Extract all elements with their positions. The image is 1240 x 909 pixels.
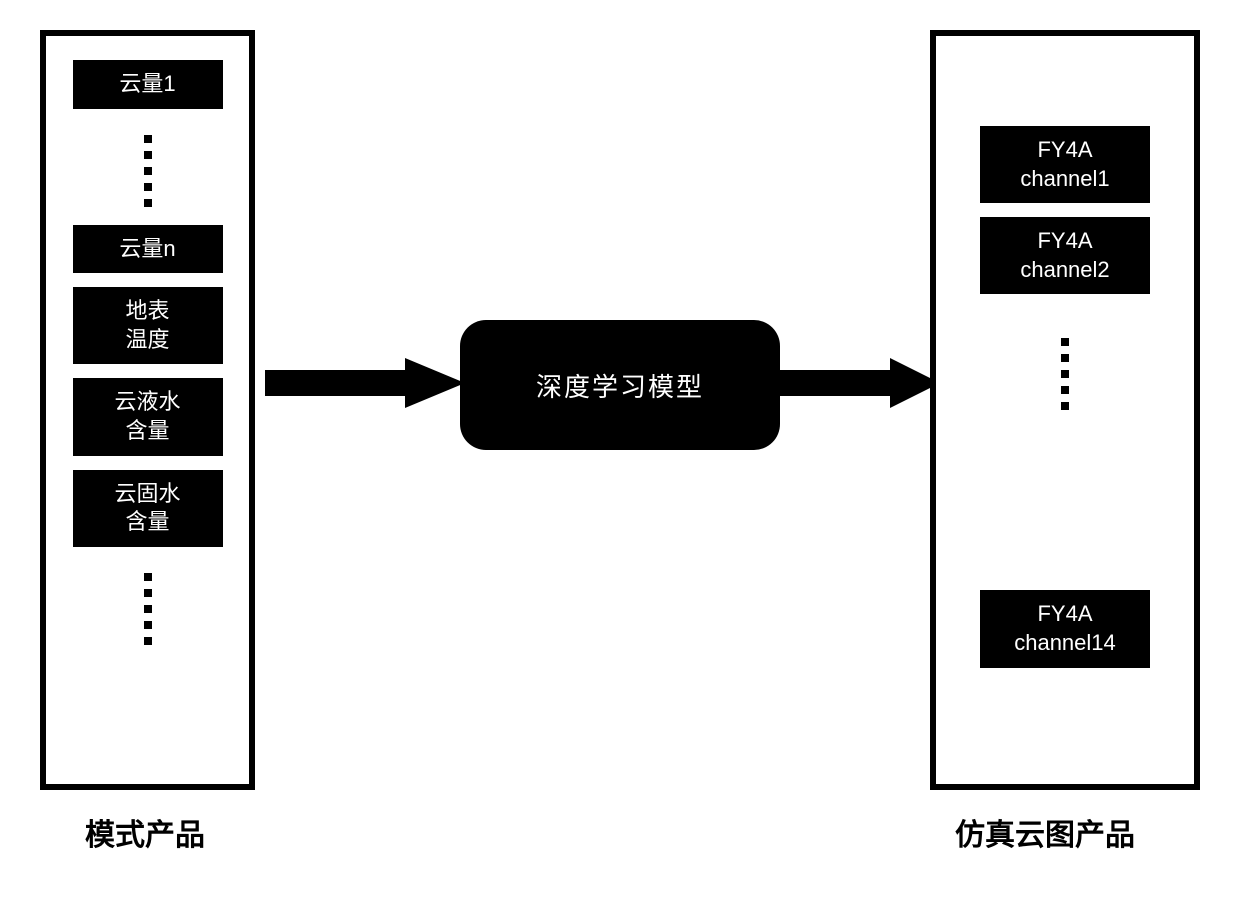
arrow-right-icon [780,358,940,408]
output-box-ch1: FY4Achannel1 [980,126,1150,203]
vertical-ellipsis-icon [144,135,152,207]
vertical-ellipsis-icon [144,573,152,645]
input-box-surface-temp: 地表温度 [73,287,223,364]
arrow-right-icon [265,358,465,408]
model-label: 深度学习模型 [536,367,704,404]
input-box-cloud-solid: 云固水含量 [73,470,223,547]
output-box-ch2: FY4Achannel2 [980,217,1150,294]
output-column: FY4Achannel1 FY4Achannel2 FY4Achannel14 [930,30,1200,790]
input-box-cloud-liquid: 云液水含量 [73,378,223,455]
input-column: 云量1 云量n 地表温度 云液水含量 云固水含量 [40,30,255,790]
output-column-label: 仿真云图产品 [955,810,1135,854]
input-box-cloud-1: 云量1 [73,60,223,109]
model-box: 深度学习模型 [460,320,780,450]
output-box-ch14: FY4Achannel14 [980,590,1150,667]
input-box-cloud-n: 云量n [73,225,223,274]
input-column-label: 模式产品 [85,810,205,854]
vertical-ellipsis-icon [1061,338,1069,410]
